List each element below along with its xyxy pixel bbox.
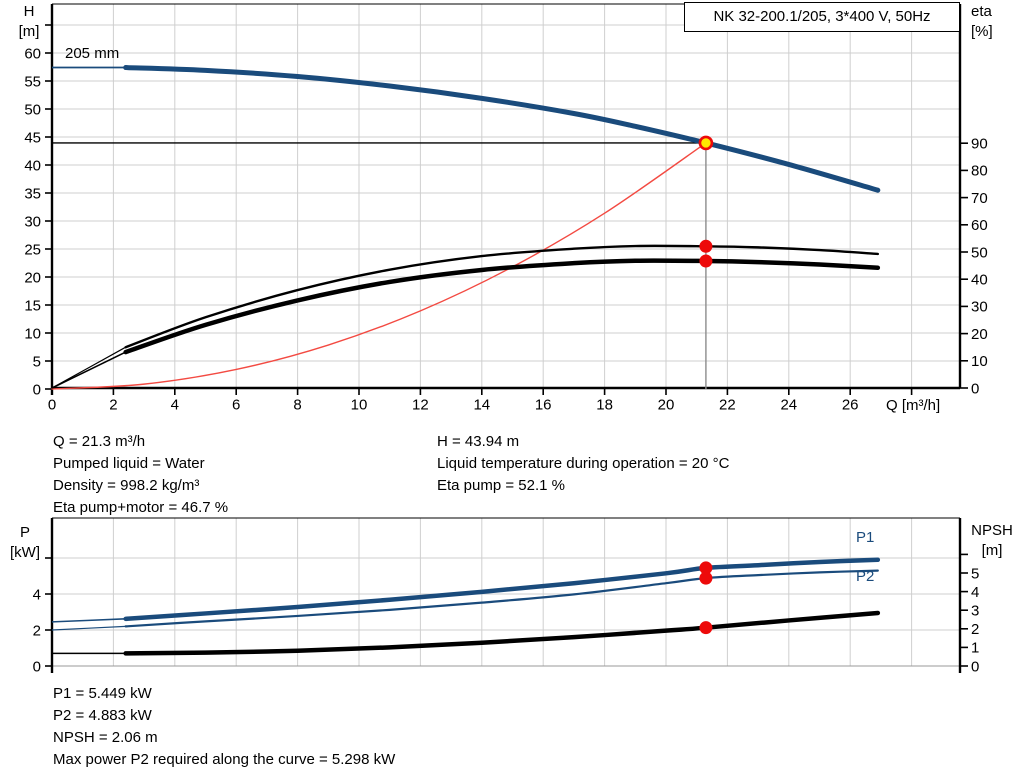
p2-curve-label: P2 bbox=[856, 568, 875, 585]
pump-title-box: NK 32-200.1/205, 3*400 V, 50Hz bbox=[684, 2, 960, 32]
tick-label-left: 45 bbox=[24, 129, 41, 146]
tick-label-left: 4 bbox=[33, 586, 41, 603]
info-liquid: Pumped liquid = Water bbox=[53, 455, 205, 472]
tick-label-right: 0 bbox=[971, 658, 979, 675]
eta-pump-motor-curve-lead bbox=[51, 351, 127, 389]
info-p2: P2 = 4.883 kW bbox=[53, 707, 152, 724]
tick-label-right: 5 bbox=[971, 565, 979, 582]
p1-curve-lead bbox=[51, 618, 126, 623]
tick-label-x: 2 bbox=[109, 396, 117, 413]
p2-curve-lead bbox=[51, 625, 126, 631]
power-info: P1 = 5.449 kW P2 = 4.883 kW NPSH = 2.06 … bbox=[53, 683, 395, 771]
info-max-power: Max power P2 required along the curve = … bbox=[53, 751, 396, 768]
tick-label-x: 14 bbox=[473, 396, 490, 413]
tick-label-left: 50 bbox=[24, 101, 41, 118]
tick-label-left: 30 bbox=[24, 213, 41, 230]
tick-label-right: 2 bbox=[971, 621, 979, 638]
duty-info-left: Q = 21.3 m³/h Pumped liquid = Water Dens… bbox=[53, 431, 228, 519]
npsh-point bbox=[699, 621, 713, 635]
tick-label-right: 70 bbox=[971, 190, 988, 207]
tick-label-x: 10 bbox=[351, 396, 368, 413]
tick-label-left: 35 bbox=[24, 185, 41, 202]
p2-curve bbox=[124, 569, 879, 628]
p1-point bbox=[699, 561, 713, 575]
tick-label-right: 10 bbox=[971, 353, 988, 370]
tick-label-right: 3 bbox=[971, 602, 979, 619]
npsh-axis-label: NPSH [m] bbox=[971, 522, 1013, 559]
eta-pump-motor-curve bbox=[123, 258, 881, 355]
tick-label-left: 60 bbox=[24, 45, 41, 62]
tick-label-x: 4 bbox=[171, 396, 179, 413]
tick-label-left: 25 bbox=[24, 241, 41, 258]
tick-label-left: 55 bbox=[24, 73, 41, 90]
tick-label-left: 0 bbox=[33, 658, 41, 675]
tick-label-left: 10 bbox=[24, 325, 41, 342]
tick-label-x: 8 bbox=[293, 396, 301, 413]
tick-label-x: 26 bbox=[842, 396, 859, 413]
p-axis-label: P [kW] bbox=[10, 524, 40, 561]
h-axis-label: H [m] bbox=[18, 3, 40, 40]
tick-label-right: 90 bbox=[971, 135, 988, 152]
info-p1: P1 = 5.449 kW bbox=[53, 685, 152, 702]
p1-curve-label: P1 bbox=[856, 529, 875, 546]
eta-axis-label: eta [%] bbox=[971, 3, 993, 40]
info-density: Density = 998.2 kg/m³ bbox=[53, 477, 200, 494]
tick-label-right: 40 bbox=[971, 271, 988, 288]
tick-label-right: 60 bbox=[971, 217, 988, 234]
tick-label-x: 6 bbox=[232, 396, 240, 413]
info-temperature: Liquid temperature during operation = 20… bbox=[437, 455, 730, 472]
eta-pump-motor-point bbox=[699, 254, 713, 268]
tick-label-right: 0 bbox=[971, 380, 979, 397]
info-q: Q = 21.3 m³/h bbox=[53, 433, 146, 450]
info-npsh: NPSH = 2.06 m bbox=[53, 729, 158, 746]
tick-label-right: 50 bbox=[971, 244, 988, 261]
head-curve-205mm bbox=[123, 65, 881, 193]
info-eta-pump: Eta pump = 52.1 % bbox=[437, 477, 565, 494]
tick-label-right: 1 bbox=[971, 640, 979, 657]
tick-label-left: 0 bbox=[33, 381, 41, 398]
duty-info-right: H = 43.94 m Liquid temperature during op… bbox=[437, 431, 729, 497]
tick-label-right: 4 bbox=[971, 584, 979, 601]
operating-point bbox=[698, 135, 714, 151]
p1-curve bbox=[123, 557, 881, 622]
impeller-size-label: 205 mm bbox=[65, 45, 120, 62]
eta-pump-point bbox=[699, 239, 713, 253]
tick-label-left: 40 bbox=[24, 157, 41, 174]
tick-label-x: 22 bbox=[719, 396, 736, 413]
tick-label-x: 18 bbox=[596, 396, 613, 413]
tick-label-x: 12 bbox=[412, 396, 429, 413]
eta-pump-curve bbox=[124, 244, 880, 349]
tick-label-right: 80 bbox=[971, 163, 988, 180]
tick-label-x: 16 bbox=[535, 396, 552, 413]
q-axis-label: Q [m³/h] bbox=[886, 397, 941, 414]
tick-label-x: 20 bbox=[658, 396, 675, 413]
info-h: H = 43.94 m bbox=[437, 433, 520, 450]
tick-label-left: 2 bbox=[33, 622, 41, 639]
npsh-curve bbox=[123, 610, 881, 656]
tick-label-left: 5 bbox=[33, 353, 41, 370]
tick-label-x: 24 bbox=[780, 396, 797, 413]
tick-label-right: 20 bbox=[971, 326, 988, 343]
tick-label-right: 30 bbox=[971, 299, 988, 316]
system-curve bbox=[51, 142, 707, 390]
tick-label-left: 20 bbox=[24, 269, 41, 286]
tick-label-left: 15 bbox=[24, 297, 41, 314]
info-eta-pump-motor: Eta pump+motor = 46.7 % bbox=[53, 499, 229, 516]
tick-label-x: 0 bbox=[48, 396, 56, 413]
p2-point bbox=[699, 571, 713, 585]
